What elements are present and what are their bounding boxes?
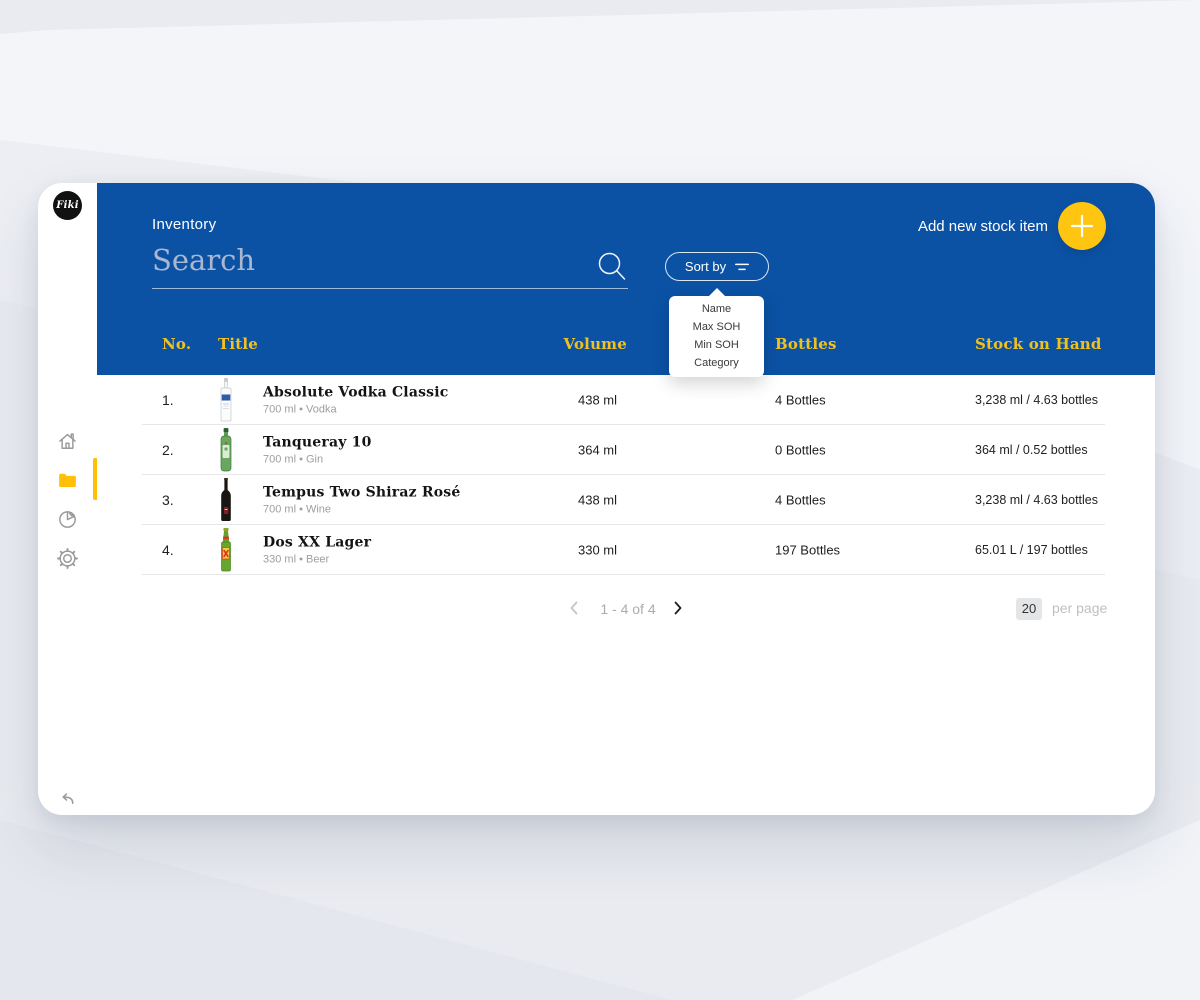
wine-bottle-icon: [217, 478, 235, 522]
filter-icon: [735, 263, 750, 270]
add-stock-item-button[interactable]: [1058, 202, 1106, 250]
item-subtitle: 700 ml • Gin: [263, 453, 324, 466]
sort-by-button[interactable]: Sort by: [665, 252, 769, 281]
previous-page-button[interactable]: [569, 601, 579, 615]
item-stock-on-hand: 3,238 ml / 4.63 bottles: [975, 393, 1098, 407]
item-title-block: Tanqueray 10 700 ml • Gin: [263, 435, 372, 466]
sidebar-item-home[interactable]: [57, 431, 78, 452]
home-icon: [59, 433, 76, 449]
sort-by-label: Sort by: [684, 259, 727, 274]
header-panel: Inventory Sort by Add new stock item: [97, 183, 1155, 375]
item-stock-on-hand: 364 ml / 0.52 bottles: [975, 443, 1088, 457]
brand-logo[interactable]: Fiki: [53, 191, 82, 220]
sort-option-min-soh[interactable]: Min SOH: [694, 339, 739, 351]
undo-icon: [62, 793, 74, 805]
sidebar-item-back[interactable]: [57, 788, 78, 809]
brand-logo-text: Fiki: [56, 200, 79, 211]
row-number: 1.: [162, 392, 174, 408]
item-title: Tanqueray 10: [263, 434, 372, 451]
item-subtitle: 700 ml • Wine: [263, 503, 332, 516]
item-title: Absolute Vodka Classic: [263, 384, 449, 401]
vodka-bottle-icon: [217, 378, 235, 422]
page-range-label: 1 - 4 of 4: [600, 601, 656, 617]
table-row[interactable]: 4. Dos XX Lager 330 ml • Beer 330 ml 197…: [97, 525, 1155, 575]
sort-option-name[interactable]: Name: [701, 303, 732, 315]
item-volume: 438 ml: [578, 392, 618, 408]
item-bottles: 0 Bottles: [775, 442, 826, 458]
column-header-volume[interactable]: Volume: [563, 335, 627, 353]
column-header-title[interactable]: Title: [218, 335, 259, 353]
item-volume: 330 ml: [578, 542, 618, 558]
column-header-bottles[interactable]: Bottles: [775, 335, 837, 353]
item-stock-on-hand: 65.01 L / 197 bottles: [975, 543, 1088, 557]
item-bottles: 197 Bottles: [775, 542, 841, 558]
item-title-block: Absolute Vodka Classic 700 ml • Vodka: [263, 385, 449, 416]
inventory-table: 1. Absolute Vodka Classic 700 ml • Vodka…: [97, 375, 1155, 645]
sidebar-active-indicator: [93, 458, 97, 500]
pie-chart-icon: [59, 511, 76, 528]
per-page-selector[interactable]: 20: [1016, 598, 1042, 620]
search-input[interactable]: [152, 239, 628, 289]
table-row[interactable]: 3. Tempus Two Shiraz Rosé 700 ml • Wine …: [97, 475, 1155, 525]
add-new-stock-item-link[interactable]: Add new stock item: [917, 218, 1048, 235]
item-volume: 364 ml: [578, 442, 618, 458]
item-subtitle: 700 ml • Vodka: [263, 403, 337, 416]
gin-bottle-icon: [217, 428, 235, 472]
column-header-no[interactable]: No.: [162, 335, 192, 353]
sidebar-item-inventory[interactable]: [57, 470, 78, 491]
per-page-label: per page: [1052, 600, 1108, 616]
item-title: Tempus Two Shiraz Rosé: [263, 484, 461, 501]
item-bottles: 4 Bottles: [775, 492, 826, 508]
item-subtitle: 330 ml • Beer: [263, 553, 330, 566]
page-title: Inventory: [152, 216, 217, 233]
chevron-right-icon: [674, 601, 682, 615]
item-stock-on-hand: 3,238 ml / 4.63 bottles: [975, 493, 1098, 507]
item-bottles: 4 Bottles: [775, 392, 826, 408]
row-number: 2.: [162, 442, 174, 458]
pagination: 1 - 4 of 4 20 per page: [97, 575, 1155, 645]
row-number: 3.: [162, 492, 174, 508]
item-volume: 438 ml: [578, 492, 618, 508]
table-row[interactable]: 2. Tanqueray 10 700 ml • Gin 364 ml 0 Bo…: [97, 425, 1155, 475]
item-title-block: Dos XX Lager 330 ml • Beer: [263, 535, 371, 566]
column-header-stock-on-hand[interactable]: Stock on Hand: [975, 335, 1102, 353]
row-number: 4.: [162, 542, 174, 558]
folder-icon: [59, 473, 76, 488]
chevron-left-icon: [570, 601, 578, 615]
sort-dropdown: Name Max SOH Min SOH Category: [669, 296, 764, 377]
next-page-button[interactable]: [673, 601, 683, 615]
sidebar-item-settings[interactable]: [57, 548, 78, 569]
app-window: Fiki: [38, 183, 1155, 815]
item-title: Dos XX Lager: [263, 534, 372, 551]
plus-icon: [1070, 214, 1094, 238]
beer-bottle-icon: [217, 528, 235, 572]
sort-option-max-soh[interactable]: Max SOH: [692, 321, 741, 333]
item-title-block: Tempus Two Shiraz Rosé 700 ml • Wine: [263, 485, 460, 516]
search-icon[interactable]: [596, 250, 628, 283]
sidebar-item-reports[interactable]: [57, 509, 78, 530]
gear-icon: [57, 548, 78, 569]
sort-option-category[interactable]: Category: [694, 357, 739, 369]
sidebar: Fiki: [38, 183, 97, 815]
table-row[interactable]: 1. Absolute Vodka Classic 700 ml • Vodka…: [97, 375, 1155, 425]
